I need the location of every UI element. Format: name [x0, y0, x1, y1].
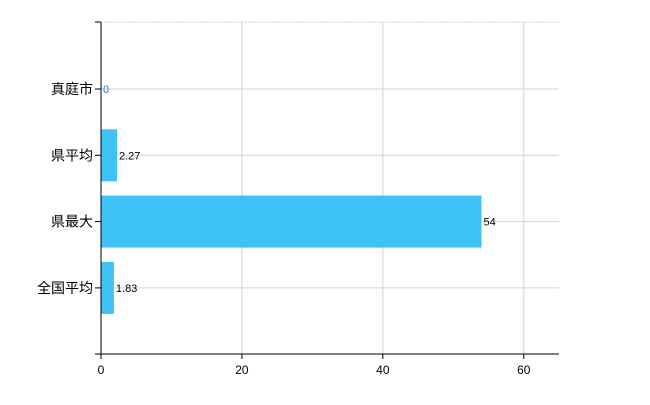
data-label: 0 — [103, 84, 109, 96]
bar — [101, 261, 114, 314]
axes — [95, 21, 559, 359]
x-tick-label: 60 — [517, 363, 531, 377]
bar — [101, 195, 482, 248]
x-tick-label: 0 — [98, 363, 105, 377]
x-tick-label: 20 — [235, 363, 249, 377]
labels: 0 真庭市 2.27 県平均 54 県最大 1.83 全国平均 0 20 40 60 — [37, 81, 531, 377]
x-tick-label: 40 — [376, 363, 390, 377]
data-label: 2.27 — [119, 150, 140, 162]
data-label: 54 — [483, 217, 495, 229]
category-label: 県平均 — [51, 147, 93, 163]
bar — [101, 129, 117, 182]
category-label: 全国平均 — [37, 280, 93, 296]
grid-lines — [101, 21, 559, 354]
category-label: 真庭市 — [51, 81, 93, 97]
data-label: 1.83 — [116, 283, 137, 295]
category-label: 県最大 — [51, 214, 93, 230]
bars — [101, 129, 482, 314]
